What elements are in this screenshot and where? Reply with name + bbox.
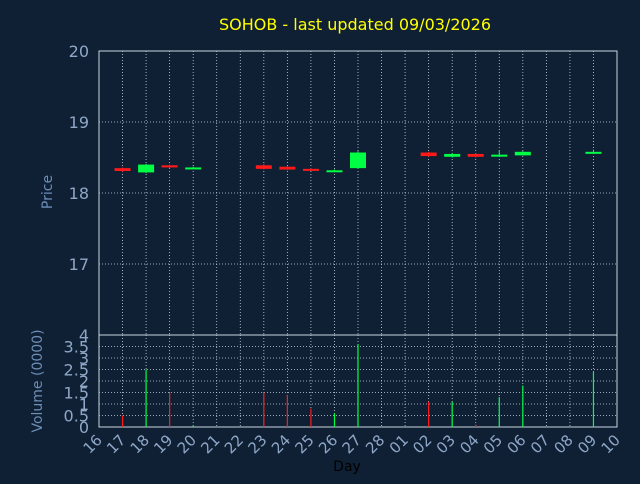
candle-body (161, 165, 178, 168)
x-tick-label: 24 (268, 431, 294, 457)
price-candle (255, 163, 272, 170)
price-candle (585, 149, 602, 154)
x-tick-label: 04 (456, 431, 482, 457)
candle-body (467, 153, 484, 157)
x-tick-label: 02 (409, 431, 435, 457)
x-tick-label: 07 (527, 431, 553, 457)
x-tick-label: 21 (197, 431, 223, 457)
price-axis-label: Price (40, 175, 56, 209)
candle-body (585, 151, 602, 154)
price-tick-label: 18 (69, 184, 89, 203)
price-candle (161, 164, 178, 169)
candle-body (350, 152, 366, 169)
price-candle (467, 153, 484, 158)
x-tick-label: 03 (433, 431, 459, 457)
candle-body (326, 170, 343, 173)
volume-tick-label: 0 (79, 418, 89, 437)
chart-title: SOHOB - last updated 09/03/2026 (219, 15, 491, 34)
x-tick-label: 01 (386, 431, 412, 457)
x-tick-label: 08 (551, 431, 577, 457)
x-tick-label: 26 (315, 431, 341, 457)
volume-tick-label: 3.5 (64, 338, 89, 357)
x-axis-title: Day (333, 459, 361, 475)
x-tick-label: 06 (503, 431, 529, 457)
candle-body (444, 153, 461, 157)
price-candle (279, 166, 296, 171)
price-candle (138, 163, 155, 174)
candle-body (185, 167, 202, 170)
volume-tick-label: 2 (79, 372, 89, 391)
price-candle (185, 166, 202, 170)
candle-body (420, 152, 437, 157)
candle-body (114, 168, 131, 171)
x-tick-label: 09 (574, 431, 600, 457)
x-tick-label: 10 (598, 431, 624, 457)
candle-body (491, 154, 508, 157)
price-tick-label: 19 (69, 113, 89, 132)
x-tick-label: 17 (103, 431, 129, 457)
x-tick-label: 28 (362, 431, 388, 457)
volume-panel: 00.511.522.533.54 (64, 326, 618, 437)
candle-body (514, 151, 531, 156)
volume-tick-label: 1 (79, 395, 89, 414)
candle-body (138, 164, 155, 173)
volume-tick-label: 1.5 (64, 384, 89, 403)
price-candle (491, 150, 508, 157)
price-tick-label: 17 (69, 255, 89, 274)
x-tick-label: 22 (221, 431, 247, 457)
candle-body (302, 168, 319, 171)
price-candle (514, 151, 531, 156)
x-tick-label: 19 (150, 431, 176, 457)
volume-tick-label: 2.5 (64, 361, 89, 380)
price-candle (420, 151, 437, 157)
x-axis: 1617181920212223242526272801020304050607… (80, 431, 624, 457)
price-candle (326, 169, 343, 173)
volume-axis-label: Volume (0000) (30, 329, 46, 432)
x-tick-label: 18 (127, 431, 153, 457)
price-tick-label: 20 (69, 42, 89, 61)
x-tick-label: 27 (339, 431, 365, 457)
price-candle (444, 153, 461, 158)
volume-tick-label: 3 (79, 349, 89, 368)
x-tick-label: 20 (174, 431, 200, 457)
x-tick-label: 05 (480, 431, 506, 457)
volume-tick-label: 0.5 (64, 407, 89, 426)
candle-body (255, 165, 272, 169)
price-candle (302, 168, 319, 171)
price-candle (350, 151, 366, 169)
x-tick-label: 25 (292, 431, 318, 457)
candle-body (279, 166, 296, 170)
price-candle (114, 167, 131, 172)
volume-tick-label: 4 (79, 326, 89, 345)
price-panel: 17 18 19 20 (69, 42, 618, 336)
x-tick-label: 23 (244, 431, 270, 457)
